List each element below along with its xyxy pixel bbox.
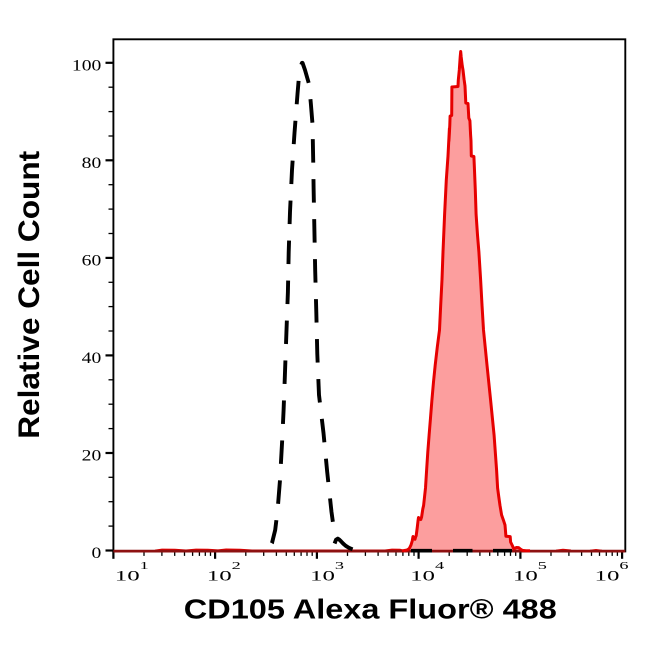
svg-text:20: 20 xyxy=(82,448,102,465)
svg-text:Relative Cell Count: Relative Cell Count xyxy=(13,151,46,439)
svg-text:100: 100 xyxy=(72,57,101,74)
svg-text:80: 80 xyxy=(82,155,102,172)
svg-text:40: 40 xyxy=(82,350,102,367)
svg-text:0: 0 xyxy=(92,545,102,562)
svg-text:CD105 Alexa Fluor® 488: CD105 Alexa Fluor® 488 xyxy=(184,594,557,625)
svg-text:60: 60 xyxy=(82,253,102,270)
